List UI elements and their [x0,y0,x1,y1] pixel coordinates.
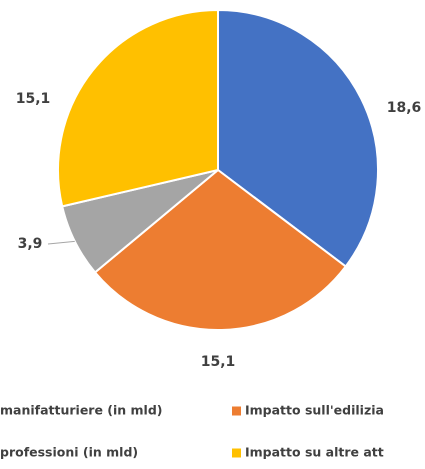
leader-line [47,240,75,245]
legend-label: manifatturiere (in mld) [0,403,163,418]
legend-label: professioni (in mld) [0,445,138,460]
data-label: 15,1 [201,354,236,370]
legend-swatch [232,448,241,458]
data-label: 3,9 [18,236,43,252]
data-label: 15,1 [16,91,51,107]
data-label: 18,6 [387,100,422,116]
legend-swatch [232,406,241,416]
pie-slice [217,8,379,268]
legend-label: Impatto su altre att [245,445,384,460]
pie-slice [57,8,219,208]
pie-slice [93,168,348,331]
legend-label: Impatto sull'edilizia [245,403,384,418]
